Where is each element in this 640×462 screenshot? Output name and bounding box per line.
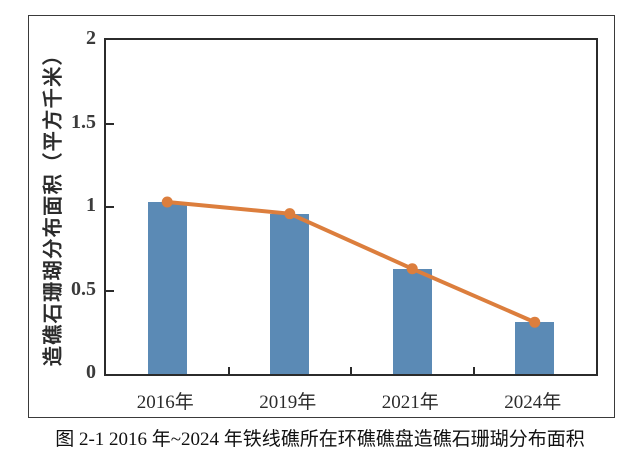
bars-layer — [106, 40, 596, 374]
figure-frame: 造礁石珊瑚分布面积（平方千米） 2016年 2019年 2021年 2024年 0 0.5… — [28, 15, 615, 418]
x-axis-tick-mark — [472, 367, 475, 374]
y-tick-label-2: 2 — [86, 27, 96, 49]
figure-caption: 图 2-1 2016 年~2024 年铁线礁所在环礁礁盘造礁石珊瑚分布面积 — [55, 429, 585, 450]
line-series-layer — [161, 196, 541, 328]
x-axis-tick-mark — [350, 367, 352, 374]
x-tick-label-2016: 2016年 — [136, 392, 194, 413]
bar-2019 — [270, 213, 310, 374]
x-tick-label-2019: 2019年 — [259, 392, 317, 413]
y-axis-tick-mark — [106, 206, 114, 208]
y-axis-tick-mark — [106, 122, 114, 125]
plot-area — [104, 38, 598, 376]
bar-2016 — [147, 202, 187, 374]
line-series-path — [165, 199, 537, 325]
y-tick-label-1-5: 1.5 — [71, 110, 96, 133]
y-tick-label-1: 1 — [86, 194, 96, 216]
line-marker-2019 — [284, 208, 296, 220]
bar-2021 — [392, 268, 432, 374]
y-axis-tick-mark — [106, 289, 114, 292]
line-marker-2016 — [161, 196, 173, 208]
x-tick-label-2024: 2024年 — [504, 392, 562, 413]
line-marker-2024 — [529, 316, 541, 328]
y-tick-label-0: 0 — [86, 361, 96, 383]
y-tick-label-0-5: 0.5 — [71, 277, 96, 300]
x-axis-tick-mark — [227, 367, 230, 374]
line-marker-2021 — [406, 263, 418, 275]
bar-2024 — [515, 322, 555, 374]
x-tick-label-2021: 2021年 — [381, 392, 439, 413]
